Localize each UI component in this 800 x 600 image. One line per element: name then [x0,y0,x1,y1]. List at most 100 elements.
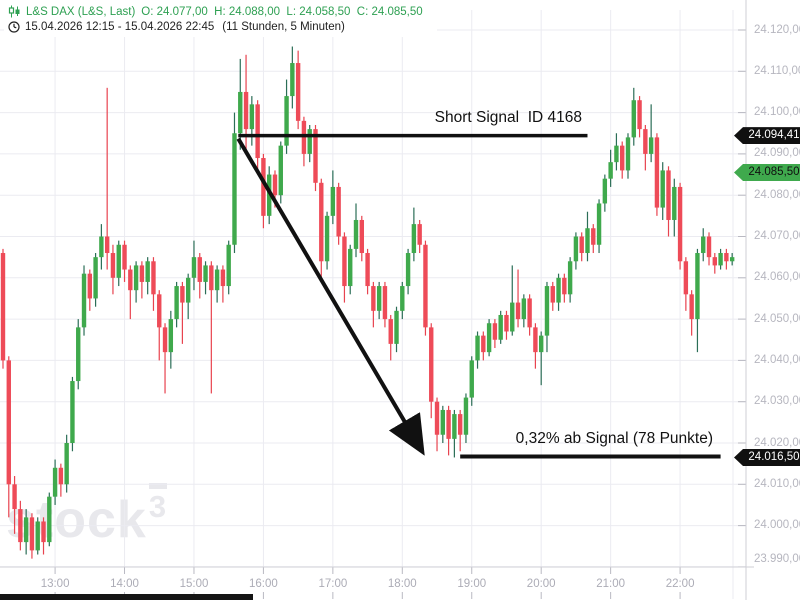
candle-body [660,170,665,208]
candle-body [76,327,81,382]
candle-body [562,277,567,295]
time-tick-label: 14:00 [110,578,139,590]
clock-icon [8,20,20,33]
time-tick-label: 16:00 [249,578,278,590]
candle-body [313,129,318,183]
candle-body [457,414,463,435]
stock3-watermark: stock3 [6,483,168,546]
candle-wick [511,265,513,336]
candle-body [498,314,503,340]
time-tick-label: 15:00 [179,578,209,590]
short-signal-annotation-text[interactable]: Short Signal ID 4168 [434,109,582,126]
candle-body [307,129,312,154]
price-tick-label: 24.010,00 [754,477,800,490]
candle-body [452,414,457,439]
time-tick-label: 17:00 [318,578,348,590]
candle-body [255,104,260,159]
candle-body [527,298,532,328]
candle-body [110,253,116,278]
candle-body [440,409,446,435]
candle-body [411,224,417,254]
candle-body [429,327,434,402]
price-tick-label: 24.100,00 [754,106,800,119]
candle-body [261,158,266,216]
candle-body [475,335,480,361]
candle-body [284,96,289,146]
candle-body [492,323,498,340]
candle-body [243,91,249,130]
candle-body [417,224,422,245]
candle-body [365,253,370,287]
candle-body [556,277,561,303]
signal-arrow [236,137,425,456]
candle-body [521,298,527,320]
last-price-badge: 24.085,50 [734,163,800,181]
price-tick-label: 24.040,00 [754,353,800,366]
candle-body [463,397,469,435]
chart-legend: L&S DAX (L&S, Last) O: 24.077,00 H: 24.0… [4,2,437,37]
candle-body [481,335,486,353]
candle-wick [164,323,166,394]
candle-body [12,484,17,510]
candle-body [319,182,324,262]
candle-body [729,257,735,262]
candle-body [342,236,347,287]
candle-body [585,228,590,254]
candle-wick [540,331,542,386]
candle-body [93,257,98,299]
candle-wick [210,261,212,394]
candle-body [128,269,133,291]
candle-body [718,253,723,266]
candle-body [683,261,689,295]
candle-body [724,253,729,262]
candle-body [330,186,336,216]
candle-body [348,248,353,287]
candle-wick [129,265,131,320]
candle-body [168,319,174,353]
candle-body [544,286,550,336]
candle-body [180,286,185,303]
duration-label: (11 Stunden, 5 Minuten) [222,20,345,33]
candle-body [41,521,46,543]
target-annotation-text[interactable]: 0,32% ab Signal (78 Punkte) [515,430,713,447]
time-tick-label: 19:00 [457,578,487,590]
time-tick-label: 18:00 [387,578,417,590]
candle-body [133,265,139,291]
candle-body [515,302,521,320]
candlestick-icon [8,5,21,18]
candle-body [689,294,694,320]
candle-body [232,133,237,245]
candle-body [446,409,451,439]
candle-body [278,145,283,196]
price-tick-label: 24.050,00 [754,312,800,325]
price-tick-label: 24.060,00 [754,271,800,284]
time-tick-label: 13:00 [40,578,70,590]
candle-body [591,228,596,245]
candle-body [672,186,677,220]
candle-body [157,294,162,328]
ohlc-values: O: 24.077,00 H: 24.088,00 L: 24.058,50 C… [141,5,423,18]
candle-body [191,257,197,278]
candle-body [376,286,382,311]
candle-wick [517,269,519,328]
candle-body [405,253,411,287]
candle-body [394,310,399,344]
price-tick-label: 24.080,00 [754,188,800,201]
candle-body [139,265,145,282]
candle-body [272,174,278,196]
price-tick-label: 23.990,00 [754,552,800,565]
candle-body [209,265,214,291]
scrollbar-thumb[interactable] [0,594,253,600]
candle-body [510,302,515,332]
candle-body [18,509,23,543]
candle-body [371,286,376,311]
candle-body [23,517,29,543]
candle-body [620,145,625,171]
candle-body [151,261,156,295]
candle-body [35,521,40,551]
time-tick-label: 20:00 [526,578,556,590]
candle-body [238,91,243,134]
candle-body [533,327,538,353]
price-tick-label: 24.020,00 [754,436,800,449]
